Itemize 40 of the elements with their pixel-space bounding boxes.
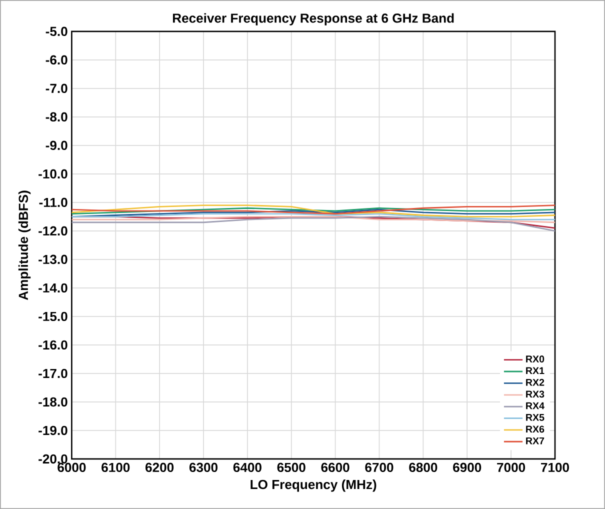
line-series	[72, 204, 555, 218]
y-tick-label: -13.0	[38, 254, 68, 264]
x-tick-label: 6200	[146, 462, 174, 472]
y-axis-title: Amplitude (dBFS)	[18, 190, 31, 300]
legend-label: RX7	[526, 437, 544, 444]
x-tick-label: 6000	[58, 462, 86, 472]
chart-title: Receiver Frequency Response at 6 GHz Band	[172, 13, 454, 26]
x-tick-label: 6900	[453, 462, 482, 472]
y-tick-label: -17.0	[38, 368, 68, 378]
x-axis-title: LO Frequency (MHz)	[250, 480, 376, 492]
y-tick-label: -16.0	[38, 340, 68, 350]
y-tick-label: -9.0	[46, 140, 68, 150]
legend-label: RX1	[526, 367, 544, 374]
y-tick-label: -8.0	[46, 112, 68, 122]
legend-label: RX2	[526, 378, 544, 386]
x-tick-label: 6400	[233, 462, 262, 472]
x-tick-label: 6700	[365, 462, 394, 472]
x-tick-label: 6800	[409, 462, 438, 472]
legend-label: RX6	[526, 426, 544, 433]
legend-label: RX0	[526, 356, 544, 363]
x-tick-label: 7100	[541, 462, 569, 472]
y-tick-label: -15.0	[38, 312, 68, 322]
y-tick-label: -19.0	[38, 426, 68, 436]
x-tick-label: 6100	[102, 462, 130, 472]
x-tick-label: 6500	[277, 462, 306, 472]
y-tick-label: -6.0	[46, 55, 68, 65]
y-tick-label: -12.0	[38, 226, 68, 236]
x-tick-label: 6300	[189, 462, 218, 472]
legend-label: RX5	[526, 414, 544, 421]
y-tick-label: -7.0	[46, 84, 68, 94]
legend-label: RX3	[526, 390, 544, 398]
y-tick-label: -18.0	[38, 397, 68, 407]
y-tick-label: -5.0	[46, 26, 68, 36]
y-tick-label: -11.0	[39, 198, 68, 208]
x-tick-label: 7000	[497, 462, 526, 472]
legend-label: RX4	[526, 402, 544, 410]
y-tick-label: -10.0	[38, 169, 68, 179]
y-tick-label: -20.0	[38, 454, 68, 464]
x-tick-label: 6600	[321, 462, 350, 472]
y-tick-label: -14.0	[38, 283, 68, 293]
